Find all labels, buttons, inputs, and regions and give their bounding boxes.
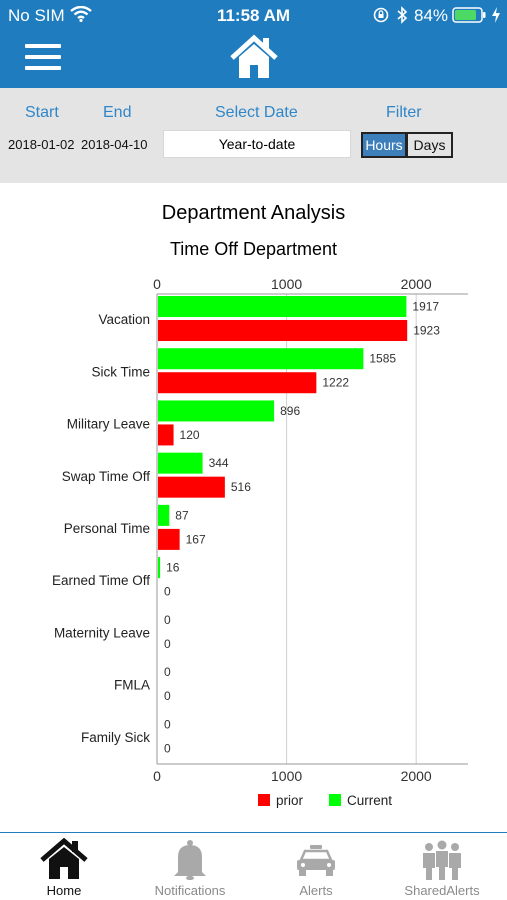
legend-swatch-prior [258,794,270,806]
data-label: 344 [209,456,229,470]
x-tick-label-top: 0 [153,276,161,292]
tab-shared-alerts-label: SharedAlerts [404,883,480,898]
hours-toggle-button[interactable]: Hours [361,132,407,158]
category-label: Sick Time [91,364,150,379]
chart-title: Department Analysis [161,202,346,224]
status-time: 11:58 AM [216,6,291,25]
bar-prior [158,528,180,550]
bar-current [158,504,170,526]
start-date-value[interactable]: 2018-01-02 [8,137,75,152]
tab-alerts[interactable]: Alerts [253,833,379,900]
rotation-lock-icon [373,7,389,23]
category-label: Swap Time Off [62,469,151,484]
category-label: Family Sick [81,730,150,745]
bar-current [158,348,364,370]
bar-current [158,452,203,474]
home-icon [40,838,88,879]
x-tick-label-bottom: 1000 [271,768,302,784]
tab-home-label: Home [46,883,82,898]
status-bar: No SIM 11:58 AM 84% [0,0,507,30]
bell-icon [174,840,206,880]
data-label: 0 [164,741,171,755]
carrier-label: No SIM [8,6,65,25]
date-period-select[interactable]: Year-to-date [163,130,351,158]
tab-notifications[interactable]: Notifications [127,833,253,900]
chart-subtitle: Time Off Department [169,239,338,259]
data-label: 120 [180,428,200,442]
battery-icon [452,7,486,23]
people-icon [423,840,461,880]
data-label: 1923 [413,324,440,338]
home-icon[interactable] [229,34,279,80]
x-tick-label-top: 1000 [271,276,302,292]
data-label: 1585 [369,352,396,366]
bar-prior [158,424,174,446]
bar-prior [158,320,408,341]
data-label: 167 [186,532,206,546]
data-label: 87 [175,508,189,522]
bar-current [158,296,407,317]
data-label: 0 [164,637,171,651]
bar-current [158,400,275,422]
tab-bar: Home Notifications Alerts Sh [0,832,507,900]
data-label: 0 [164,665,171,679]
data-label: 896 [280,404,300,418]
bar-prior [158,476,225,498]
data-label: 0 [164,585,171,599]
bluetooth-icon [397,6,408,24]
tab-shared-alerts[interactable]: SharedAlerts [379,833,505,900]
select-date-label: Select Date [215,104,298,121]
end-label: End [103,104,132,121]
charging-bolt-icon [492,7,500,23]
data-label: 1222 [322,376,349,390]
battery-percent: 84% [414,6,449,25]
x-tick-label-top: 2000 [401,276,432,292]
x-tick-label-bottom: 0 [153,768,161,784]
data-label: 16 [166,561,180,575]
category-label: Military Leave [67,417,150,432]
filter-label: Filter [386,104,422,121]
nav-bar [0,30,507,88]
x-tick-label-bottom: 2000 [401,768,432,784]
category-label: Vacation [98,312,150,327]
category-label: FMLA [114,678,150,693]
filter-panel: Start End Select Date Filter 2018-01-02 … [0,88,507,183]
category-label: Maternity Leave [54,625,150,640]
wifi-icon [70,6,92,22]
data-label: 516 [231,480,251,494]
tab-home[interactable]: Home [1,833,127,900]
hamburger-menu-icon[interactable] [25,44,61,72]
data-label: 0 [164,717,171,731]
legend-swatch-current [329,794,341,806]
data-label: 0 [164,689,171,703]
category-label: Earned Time Off [52,573,150,588]
tab-alerts-label: Alerts [299,883,333,898]
legend-label: Current [347,793,392,808]
end-date-value[interactable]: 2018-04-10 [81,137,148,152]
police-car-icon [297,845,335,876]
data-label: 1917 [412,300,439,314]
legend-label: prior [276,793,304,808]
data-label: 0 [164,613,171,627]
start-label: Start [25,104,59,121]
bar-prior [158,372,317,394]
bar-current [158,557,161,579]
tab-notifications-label: Notifications [154,883,226,898]
days-toggle-button[interactable]: Days [407,132,453,158]
category-label: Personal Time [64,521,150,536]
